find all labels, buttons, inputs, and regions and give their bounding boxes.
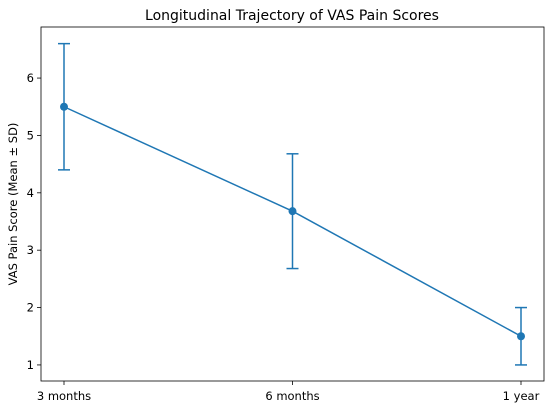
data-point xyxy=(60,102,68,111)
x-tick-label: 6 months xyxy=(265,389,319,403)
chart-title: Longitudinal Trajectory of VAS Pain Scor… xyxy=(145,8,439,24)
x-tick-label: 1 year xyxy=(503,389,540,403)
y-axis: 1 2 3 4 5 6 xyxy=(27,71,41,372)
series-layer xyxy=(58,42,527,366)
y-tick-label: 6 xyxy=(27,71,34,85)
data-point xyxy=(288,207,297,216)
y-tick-label: 1 xyxy=(27,358,34,372)
y-tick-label: 2 xyxy=(27,301,34,315)
y-tick-label: 3 xyxy=(27,243,34,257)
y-tick-label: 4 xyxy=(27,186,34,200)
y-tick-label: 5 xyxy=(27,128,34,142)
data-point xyxy=(517,332,525,341)
x-axis: 3 months 6 months 1 year xyxy=(37,381,540,403)
y-axis-label: VAS Pain Score (Mean ± SD) xyxy=(6,123,20,286)
x-tick-label: 3 months xyxy=(37,389,91,403)
